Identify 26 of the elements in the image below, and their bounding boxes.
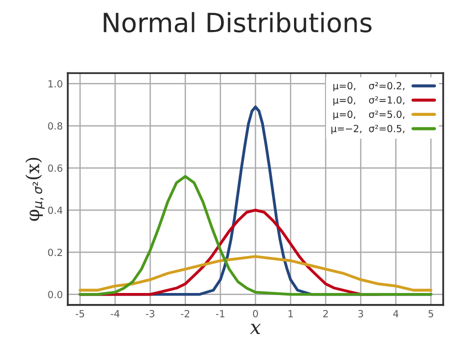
x-tick-label: -3 <box>146 310 154 318</box>
y-tick-label: 0.0 <box>48 290 62 298</box>
y-tick-label: 0.2 <box>48 248 62 256</box>
legend-label: μ=0, σ²=5.0, <box>333 110 404 120</box>
y-tick-label: 0.8 <box>48 122 62 130</box>
x-tick-label: -1 <box>216 310 224 318</box>
x-tick-label: 1 <box>288 310 293 318</box>
y-tick-label: 0.4 <box>48 206 62 214</box>
y-axis-title: φ$_{μ,σ²}$(x) <box>25 158 45 221</box>
x-tick-label: -2 <box>180 310 190 318</box>
x-tick-label: -5 <box>76 310 84 318</box>
x-tick-label: 3 <box>358 310 364 318</box>
x-tick-label: -4 <box>110 310 120 318</box>
y-tick-label: 1.0 <box>48 80 62 88</box>
x-tick-label: 5 <box>428 310 434 318</box>
line-series <box>78 255 432 292</box>
legend-label: μ=0, σ²=1.0, <box>333 96 404 106</box>
x-axis-title: x <box>250 324 261 334</box>
x-tick-label: 2 <box>323 310 328 318</box>
legend-label: μ=−2, σ²=0.5, <box>331 124 404 134</box>
line-series <box>78 175 432 296</box>
y-tick-label: 0.6 <box>48 164 62 172</box>
chart-title: Normal Distributions <box>104 12 372 33</box>
x-tick-label: 0 <box>253 310 258 318</box>
x-tick-label: 4 <box>393 310 398 318</box>
legend-label: μ=0, σ²=0.2, <box>333 82 404 92</box>
